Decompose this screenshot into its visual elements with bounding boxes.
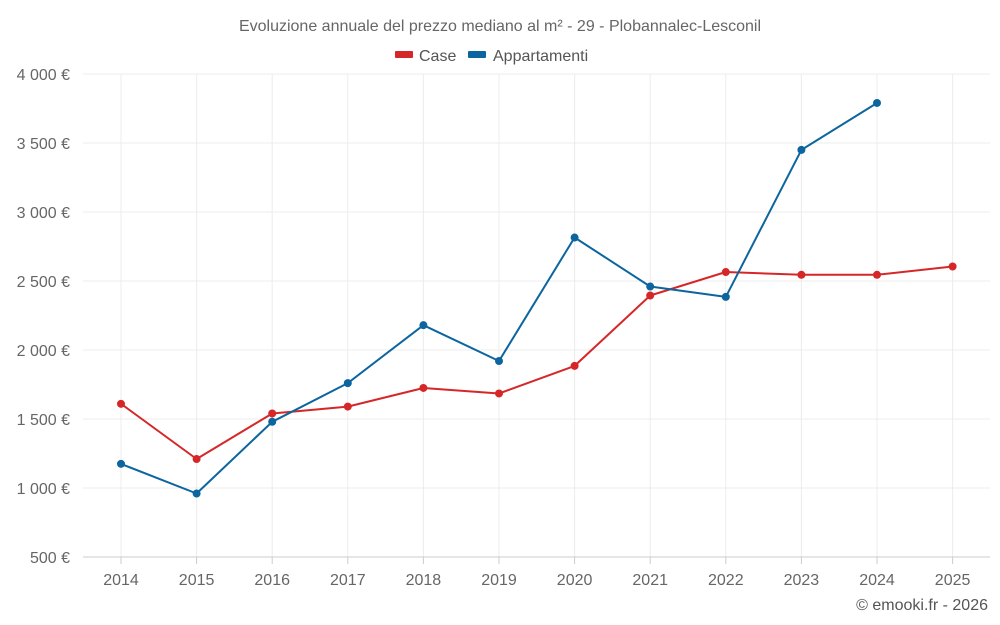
data-point-case[interactable] xyxy=(721,268,730,277)
data-point-appartamenti[interactable] xyxy=(192,489,201,498)
data-point-appartamenti[interactable] xyxy=(268,417,277,426)
data-point-case[interactable] xyxy=(117,399,125,408)
grid xyxy=(83,73,990,557)
x-tick-label: 2025 xyxy=(935,572,971,589)
x-tick-label: 2018 xyxy=(406,572,442,589)
data-point-appartamenti[interactable] xyxy=(646,282,655,291)
data-point-appartamenti[interactable] xyxy=(343,379,352,388)
x-tick-label: 2014 xyxy=(103,572,139,589)
x-tick-label: 2019 xyxy=(481,572,517,589)
legend-swatch-case xyxy=(395,51,413,58)
axes: 500 € 1 000 € 1 500 € 2 000 € 2 500 € 3 000 €… xyxy=(17,67,990,589)
x-tick-label: 2022 xyxy=(708,572,744,589)
y-tick-label: 500 € xyxy=(30,550,70,567)
x-tick-label: 2020 xyxy=(557,572,593,589)
y-tick-label: 3 500 € xyxy=(17,136,70,153)
data-point-case[interactable] xyxy=(495,389,503,398)
y-tick-label: 1 000 € xyxy=(17,481,70,498)
legend-item-appartamenti[interactable]: Appartamenti xyxy=(468,48,588,65)
data-point-case[interactable] xyxy=(646,291,655,300)
data-point-case[interactable] xyxy=(797,270,806,279)
data-point-case[interactable] xyxy=(570,361,579,370)
y-tick-label: 1 500 € xyxy=(17,412,70,429)
legend-label-case: Case xyxy=(419,48,456,65)
y-tick-label: 3 000 € xyxy=(17,205,70,222)
data-point-case[interactable] xyxy=(873,270,881,279)
x-tick-label: 2015 xyxy=(179,572,215,589)
series-case xyxy=(117,262,957,464)
data-point-appartamenti[interactable] xyxy=(419,321,428,330)
legend-label-appartamenti: Appartamenti xyxy=(493,48,588,65)
x-tick-label: 2016 xyxy=(254,572,290,589)
series xyxy=(117,98,957,498)
legend: Case Appartamenti xyxy=(395,48,588,65)
x-tick-label: 2021 xyxy=(632,572,668,589)
data-point-case[interactable] xyxy=(192,455,201,464)
x-tick-label: 2017 xyxy=(330,572,366,589)
y-tick-label: 4 000 € xyxy=(17,67,70,84)
legend-item-case[interactable]: Case xyxy=(395,48,456,65)
credit-text: © emooki.fr - 2026 xyxy=(856,597,988,614)
y-tick-label: 2 500 € xyxy=(17,274,70,291)
x-tick-label: 2023 xyxy=(784,572,820,589)
legend-swatch-appartamenti xyxy=(468,51,486,58)
data-point-appartamenti[interactable] xyxy=(873,98,881,107)
series-appartamenti xyxy=(117,98,881,498)
data-point-appartamenti[interactable] xyxy=(117,459,125,468)
data-point-case[interactable] xyxy=(419,383,428,392)
data-point-case[interactable] xyxy=(343,402,352,411)
data-point-appartamenti[interactable] xyxy=(495,357,503,366)
x-tick-label: 2024 xyxy=(859,572,895,589)
data-point-appartamenti[interactable] xyxy=(797,145,806,154)
data-point-appartamenti[interactable] xyxy=(721,292,730,301)
data-point-appartamenti[interactable] xyxy=(570,233,579,242)
series-line-case xyxy=(120,265,953,460)
y-tick-label: 2 000 € xyxy=(17,343,70,360)
data-point-case[interactable] xyxy=(268,409,277,418)
data-point-case[interactable] xyxy=(948,262,957,271)
chart-title: Evoluzione annuale del prezzo mediano al… xyxy=(239,18,761,35)
